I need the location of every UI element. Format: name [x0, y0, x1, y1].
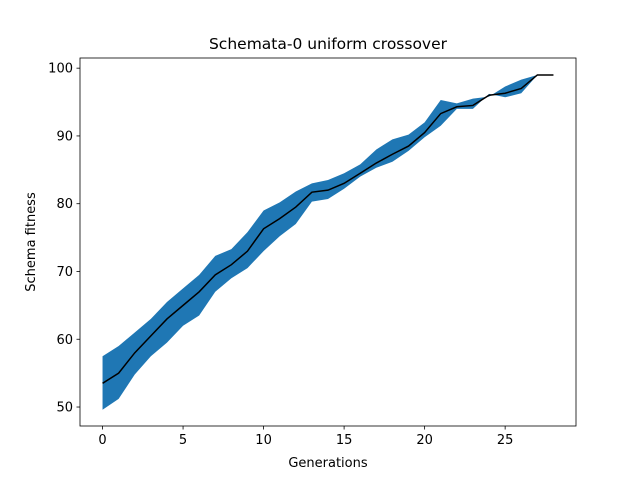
plot-frame [79, 57, 577, 427]
chart-title: Schemata-0 uniform crossover [209, 35, 448, 53]
x-axis-label: Generations [288, 456, 368, 471]
band [102, 74, 554, 410]
x-tick-label: 20 [416, 433, 433, 448]
x-tick-label: 25 [497, 433, 514, 448]
y-tick-label: 50 [56, 401, 73, 416]
y-tick-label: 90 [56, 129, 73, 144]
y-axis-label: Schema fitness [24, 192, 39, 292]
y-tick-label: 80 [56, 197, 73, 212]
x-tick-label: 10 [255, 433, 272, 448]
y-tick-label: 70 [56, 265, 73, 280]
x-tick-label: 5 [179, 433, 187, 448]
x-tick-label: 15 [336, 433, 353, 448]
y-tick-label: 100 [48, 62, 73, 77]
y-tick-label: 60 [56, 333, 73, 348]
line [102, 74, 554, 384]
x-tick-label: 0 [98, 433, 106, 448]
